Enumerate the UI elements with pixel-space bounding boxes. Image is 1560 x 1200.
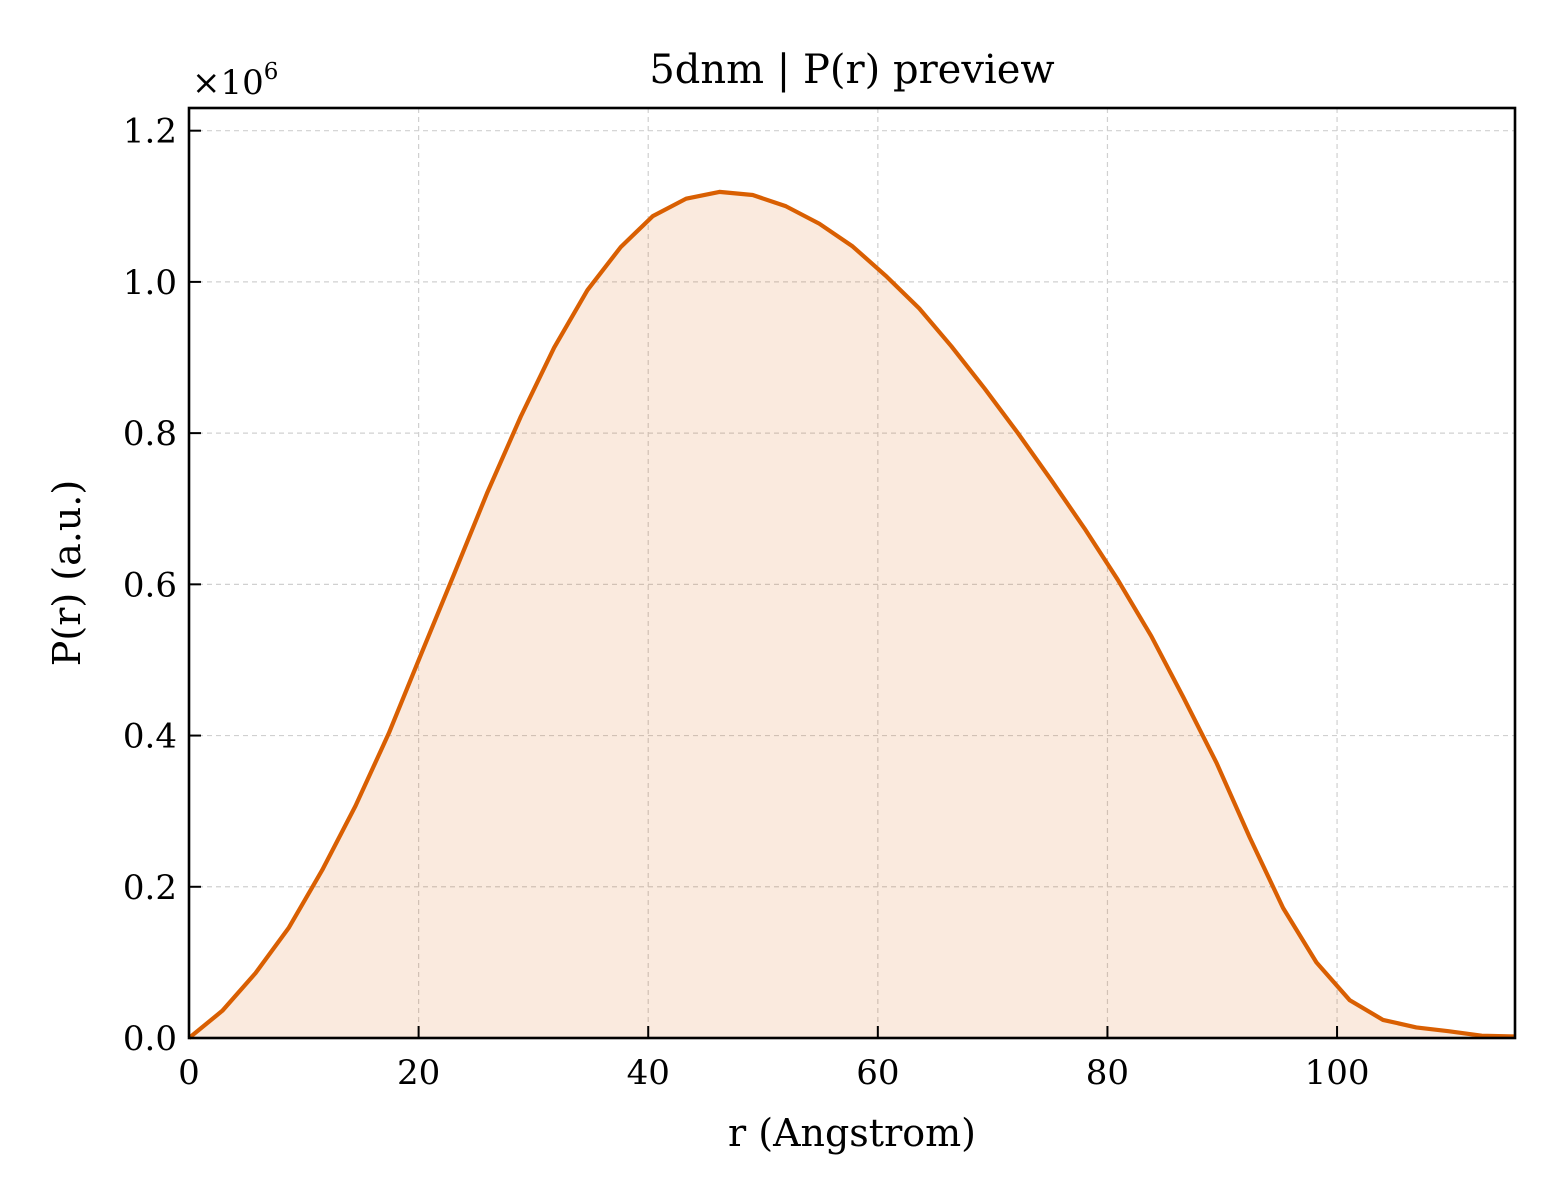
y-tick-label: 1.2 — [123, 112, 177, 152]
x-tick-label: 40 — [627, 1053, 670, 1093]
pr-series-line — [187, 189, 1516, 1040]
x-axis-label: r (Angstrom) — [728, 1111, 976, 1155]
grid — [189, 108, 1515, 1038]
y-tick-labels: 0.0 0.2 0.4 0.6 0.8 1.0 1.2 — [123, 112, 177, 1059]
x-tick-label: 80 — [1086, 1053, 1129, 1093]
y-tick-label: 1.0 — [123, 263, 177, 303]
y-offset-exponent: 6 — [264, 59, 279, 85]
y-tick-label: 0.6 — [123, 565, 177, 605]
plot-frame — [187, 106, 1517, 1040]
y-tick-label: 0.8 — [123, 414, 177, 454]
y-tick-label: 0.0 — [123, 1019, 177, 1059]
y-offset-base: ×10 — [192, 63, 264, 103]
x-tick-labels: 0 20 40 60 80 100 — [178, 1053, 1369, 1093]
pr-area-fill — [189, 191, 1515, 1038]
y-offset-label: ×106 — [192, 59, 278, 103]
y-tick-label: 0.4 — [123, 717, 177, 757]
x-tick-label: 0 — [178, 1053, 200, 1093]
y-axis-label: P(r) (a.u.) — [45, 480, 89, 666]
chart-title: 5dnm | P(r) preview — [649, 47, 1054, 93]
y-tick-label: 0.2 — [123, 868, 177, 908]
x-tick-label: 20 — [397, 1053, 440, 1093]
x-tick-label: 100 — [1305, 1053, 1370, 1093]
x-tick-label: 60 — [856, 1053, 899, 1093]
